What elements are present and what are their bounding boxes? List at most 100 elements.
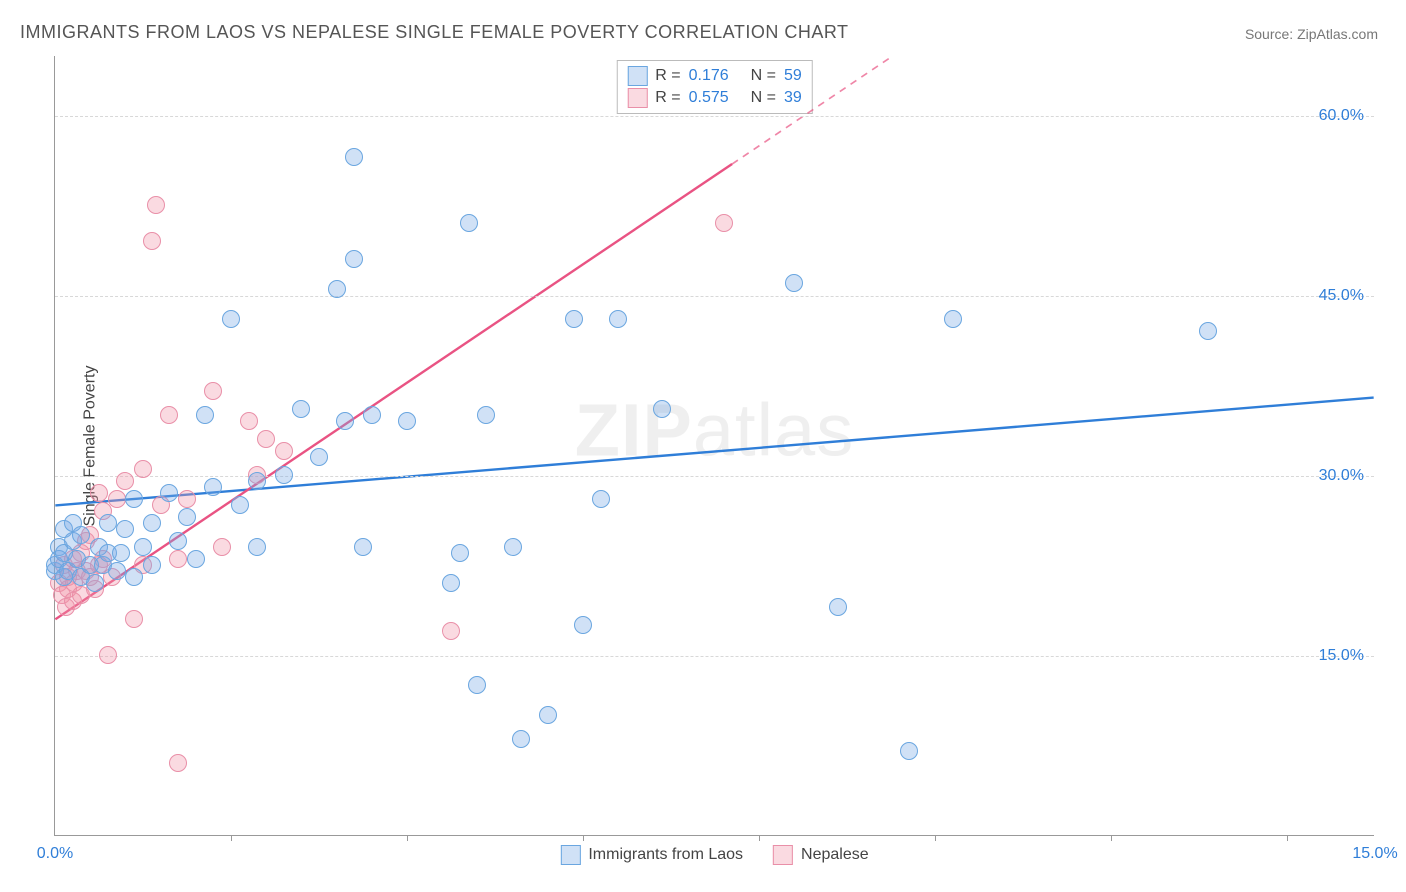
trend-lines-layer [55, 56, 1374, 835]
scatter-point-laos [187, 550, 205, 568]
scatter-point-nepalese [204, 382, 222, 400]
scatter-point-laos [829, 598, 847, 616]
gridline [55, 116, 1374, 117]
scatter-point-laos [231, 496, 249, 514]
legend-label: Immigrants from Laos [588, 846, 743, 864]
scatter-point-laos [72, 526, 90, 544]
legend-r-value: 0.575 [689, 89, 743, 107]
scatter-point-laos [178, 508, 196, 526]
scatter-point-laos [363, 406, 381, 424]
scatter-point-nepalese [275, 442, 293, 460]
scatter-point-laos [328, 280, 346, 298]
scatter-point-laos [169, 532, 187, 550]
watermark-light: atlas [693, 388, 854, 471]
scatter-point-laos [86, 574, 104, 592]
scatter-point-nepalese [90, 484, 108, 502]
chart-title: IMMIGRANTS FROM LAOS VS NEPALESE SINGLE … [20, 22, 849, 43]
scatter-point-laos [609, 310, 627, 328]
legend-item: Nepalese [773, 845, 869, 865]
x-tick-mark [1287, 835, 1288, 841]
scatter-point-nepalese [147, 196, 165, 214]
legend-r-value: 0.176 [689, 67, 743, 85]
scatter-point-laos [539, 706, 557, 724]
scatter-point-laos [565, 310, 583, 328]
y-tick-label: 60.0% [1319, 107, 1364, 125]
scatter-point-laos [451, 544, 469, 562]
scatter-point-laos [292, 400, 310, 418]
legend-row: R = 0.176 N = 59 [627, 65, 801, 87]
scatter-point-laos [108, 562, 126, 580]
scatter-point-laos [143, 556, 161, 574]
scatter-point-laos [944, 310, 962, 328]
legend-n-value: 59 [784, 67, 802, 85]
trend-line-nepalese [55, 164, 732, 619]
scatter-point-laos [512, 730, 530, 748]
x-tick-mark [407, 835, 408, 841]
scatter-point-nepalese [134, 460, 152, 478]
x-tick-mark [1111, 835, 1112, 841]
scatter-point-laos [398, 412, 416, 430]
scatter-point-laos [574, 616, 592, 634]
scatter-point-nepalese [178, 490, 196, 508]
watermark: ZIPatlas [575, 387, 854, 472]
scatter-point-laos [354, 538, 372, 556]
scatter-point-laos [336, 412, 354, 430]
scatter-point-nepalese [160, 406, 178, 424]
legend-n-label: N = [751, 67, 776, 85]
legend-swatch [627, 66, 647, 86]
legend-r-label: R = [655, 67, 680, 85]
scatter-point-nepalese [213, 538, 231, 556]
legend-swatch [560, 845, 580, 865]
scatter-point-nepalese [99, 646, 117, 664]
scatter-point-laos [345, 250, 363, 268]
scatter-point-laos [116, 520, 134, 538]
scatter-point-nepalese [116, 472, 134, 490]
source-attribution: Source: ZipAtlas.com [1245, 26, 1378, 42]
legend-r-label: R = [655, 89, 680, 107]
scatter-point-laos [160, 484, 178, 502]
scatter-point-laos [1199, 322, 1217, 340]
scatter-point-laos [345, 148, 363, 166]
scatter-point-laos [196, 406, 214, 424]
scatter-point-nepalese [108, 490, 126, 508]
scatter-point-laos [653, 400, 671, 418]
legend-item: Immigrants from Laos [560, 845, 743, 865]
chart-container: IMMIGRANTS FROM LAOS VS NEPALESE SINGLE … [0, 0, 1406, 892]
x-tick-label: 0.0% [37, 845, 73, 863]
scatter-point-nepalese [169, 754, 187, 772]
scatter-point-laos [204, 478, 222, 496]
x-tick-mark [935, 835, 936, 841]
scatter-point-nepalese [125, 610, 143, 628]
y-tick-label: 15.0% [1319, 647, 1364, 665]
scatter-point-nepalese [257, 430, 275, 448]
scatter-point-laos [275, 466, 293, 484]
plot-area: ZIPatlas R =0.176N =59R =0.575N =39 Immi… [54, 56, 1374, 836]
x-tick-mark [759, 835, 760, 841]
scatter-point-nepalese [169, 550, 187, 568]
scatter-point-laos [310, 448, 328, 466]
scatter-point-laos [592, 490, 610, 508]
scatter-point-laos [248, 472, 266, 490]
scatter-point-nepalese [143, 232, 161, 250]
scatter-point-laos [468, 676, 486, 694]
scatter-point-nepalese [715, 214, 733, 232]
scatter-point-laos [222, 310, 240, 328]
y-tick-label: 45.0% [1319, 287, 1364, 305]
legend-swatch [773, 845, 793, 865]
watermark-bold: ZIP [575, 388, 693, 471]
legend-label: Nepalese [801, 846, 869, 864]
x-tick-label: 15.0% [1352, 845, 1397, 863]
scatter-point-laos [125, 568, 143, 586]
y-tick-label: 30.0% [1319, 467, 1364, 485]
scatter-point-laos [785, 274, 803, 292]
scatter-point-laos [442, 574, 460, 592]
scatter-point-laos [477, 406, 495, 424]
scatter-point-nepalese [442, 622, 460, 640]
scatter-point-nepalese [240, 412, 258, 430]
scatter-point-laos [248, 538, 266, 556]
legend-correlation: R =0.176N =59R =0.575N =39 [616, 60, 812, 114]
scatter-point-laos [99, 514, 117, 532]
legend-swatch [627, 88, 647, 108]
scatter-point-laos [900, 742, 918, 760]
legend-row: R =0.575N =39 [627, 87, 801, 109]
